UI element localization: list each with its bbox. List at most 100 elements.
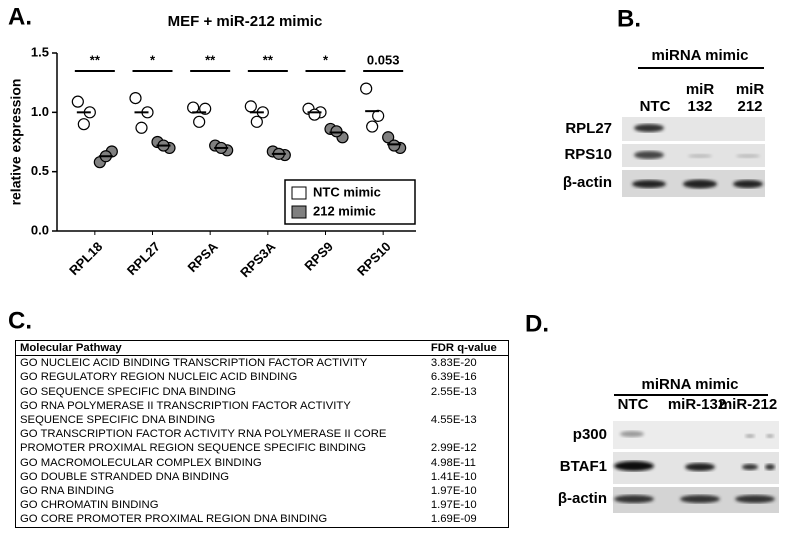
blot [613,421,779,513]
q-value-cell: 1.41E-10 [430,470,477,483]
row-label: β-actin [563,174,612,191]
data-point [382,131,395,144]
panel-label: D. [525,310,549,337]
y-tick-label: 1.0 [31,104,49,119]
q-value-cell: 6.39E-16 [430,371,477,384]
pathway-line: SEQUENCE SPECIFIC DNA BINDING [20,414,216,427]
pathway-line: GO RNA POLYMERASE II TRANSCRIPTION FACTO… [20,399,351,412]
row-label: RPL27 [565,120,612,137]
legend-swatch [291,205,307,219]
data-point [193,115,206,128]
table-row: GO CORE PROMOTER PROXIMAL REGION DNA BIN… [16,512,509,527]
y-axis-label: relative expression [8,79,24,206]
blot-header: miRNA mimic [652,47,749,64]
panel-label: C. [8,307,32,334]
pathway-line: GO DOUBLE STRANDED DNA BINDING [20,470,230,483]
legend-label: NTC mimic [313,184,381,199]
data-point [135,121,148,134]
pathway-cell: GO RNA BINDING [16,484,427,498]
q-value-cell: 1.69E-09 [430,513,477,526]
legend-swatch [291,186,307,200]
pathway-cell: GO RNA POLYMERASE II TRANSCRIPTION FACTO… [16,399,427,427]
pathway-line: GO MACROMOLECULAR COMPLEX BINDING [20,456,262,469]
x-tick-label: RPS3A [237,239,279,281]
y-tick-label: 0.5 [31,163,49,178]
data-point [250,115,263,128]
row-label: RPS10 [564,146,612,163]
lane-label: NTC [640,98,671,115]
significance: * [323,52,329,67]
pathway-line: GO RNA BINDING [20,485,115,498]
data-point [308,108,321,121]
pathway-line: GO TRANSCRIPTION FACTOR ACTIVITY RNA POL… [20,428,387,441]
row-label: β-actin [558,490,607,507]
pathway-line: PROMOTER PROXIMAL REGION SEQUENCE SPECIF… [20,442,367,455]
pathway-cell: GO DOUBLE STRANDED DNA BINDING [16,470,427,484]
panel-label: A. [8,3,32,30]
pathway-line: GO CHROMATIN BINDING [20,499,159,512]
table-row: GO CHROMATIN BINDING 1.97E-10 [16,498,509,512]
pathway-cell: GO REGULATORY REGION NUCLEIC ACID BINDIN… [16,370,427,384]
table-row: GO TRANSCRIPTION FACTOR ACTIVITY RNA POL… [16,427,509,455]
pathway-line: GO REGULATORY REGION NUCLEIC ACID BINDIN… [20,371,298,384]
pathway-line: GO NUCLEIC ACID BINDING TRANSCRIPTION FA… [20,357,368,370]
pathway-cell: GO CHROMATIN BINDING [16,498,427,512]
table-row: GO NUCLEIC ACID BINDING TRANSCRIPTION FA… [16,356,509,371]
blot-header: miRNA mimic [642,376,739,393]
significance: * [150,52,156,67]
y-tick-label: 1.5 [31,44,49,59]
q-value-cell: 4.55E-13 [430,414,477,427]
data-point [330,125,343,138]
panel-label: B. [617,5,641,32]
pathway-table: Molecular Pathway FDR q-value GO NUCLEIC A… [15,340,509,528]
data-point [71,95,84,108]
lane-label: miR-132 [668,396,726,413]
data-point [388,139,401,152]
table-row: GO DOUBLE STRANDED DNA BINDING 1.41E-10 [16,470,509,484]
pathway-cell: GO NUCLEIC ACID BINDING TRANSCRIPTION FA… [16,356,427,371]
data-point [360,82,373,95]
q-value-cell: 3.83E-20 [430,357,477,370]
table-row: GO SEQUENCE SPECIFIC DNA BINDING 2.55E-13 [16,385,509,399]
data-point [244,100,257,113]
q-value-cell: 1.97E-10 [430,485,477,498]
legend-label: 212 mimic [313,203,376,218]
pathway-cell: GO CORE PROMOTER PROXIMAL REGION DNA BIN… [16,512,427,527]
table-row: GO REGULATORY REGION NUCLEIC ACID BINDIN… [16,370,509,384]
x-tick-label: RPS10 [354,239,394,279]
table-row: GO MACROMOLECULAR COMPLEX BINDING 4.98E-1… [16,456,509,470]
header-cell: FDR q-value [426,340,509,357]
data-point [366,120,379,133]
pathway-line: GO CORE PROMOTER PROXIMAL REGION DNA BIN… [20,513,328,526]
y-tick-label: 0.0 [31,222,49,237]
table-row: GO RNA BINDING 1.97E-10 [16,484,509,498]
pathway-cell: GO TRANSCRIPTION FACTOR ACTIVITY RNA POL… [16,427,427,455]
lane-label: miR [686,81,715,98]
row-label: BTAF1 [560,458,607,475]
significance: 0.053 [367,52,400,67]
chart-title: MEF + miR-212 mimic [168,13,323,30]
data-point [77,118,90,131]
q-value-cell: 2.55E-13 [430,385,477,398]
lane-label: 212 [737,98,762,115]
blot [622,117,765,197]
x-tick-label: RPS9 [301,239,336,274]
pathway-cell: GO SEQUENCE SPECIFIC DNA BINDING [16,385,427,399]
q-value-cell: 2.99E-12 [430,442,477,455]
header-row: Molecular Pathway FDR q-value [15,340,509,357]
row-label: p300 [573,426,607,443]
x-tick-label: RPL27 [124,239,163,278]
q-value-cell: 4.98E-11 [430,456,476,469]
legend [284,179,416,225]
significance: ** [205,52,216,67]
data-point [129,91,142,105]
table-row: GO RNA POLYMERASE II TRANSCRIPTION FACTO… [16,399,509,427]
lane-label: NTC [618,396,649,413]
header-cell: Molecular Pathway [15,340,427,357]
x-tick-label: RPL18 [66,239,105,278]
lane-label: 132 [687,98,712,115]
pathway-line: GO SEQUENCE SPECIFIC DNA BINDING [20,385,236,398]
lane-label: miR-212 [719,396,777,413]
